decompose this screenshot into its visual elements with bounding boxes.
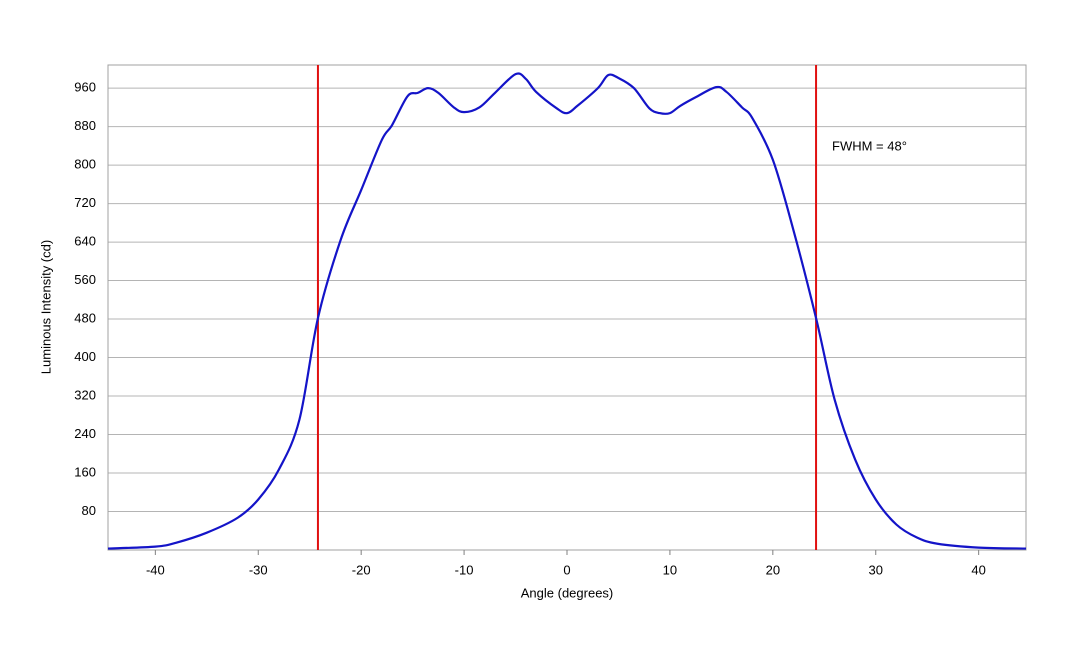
x-tick-label: -20: [352, 562, 371, 577]
y-tick-label: 480: [74, 310, 96, 325]
x-tick-label: -30: [249, 562, 268, 577]
y-tick-label: 800: [74, 157, 96, 172]
annotation: FWHM = 48°: [832, 138, 907, 153]
y-tick-label: 160: [74, 464, 96, 479]
x-axis-label: Angle (degrees): [521, 585, 614, 600]
y-tick-label: 320: [74, 387, 96, 402]
x-tick-label: -40: [146, 562, 165, 577]
y-tick-label: 400: [74, 349, 96, 364]
y-tick-label: 560: [74, 272, 96, 287]
x-tick-label: 30: [869, 562, 883, 577]
data-line: [107, 72, 1027, 550]
y-tick-label: 640: [74, 234, 96, 249]
y-tick-label: 960: [74, 80, 96, 95]
y-tick-label: 80: [82, 503, 96, 518]
x-tick-label: 20: [766, 562, 780, 577]
x-tick-label: 10: [663, 562, 677, 577]
x-tick-label: 0: [563, 562, 570, 577]
x-tick-label: -10: [455, 562, 474, 577]
y-tick-label: 720: [74, 195, 96, 210]
y-axis-label: Luminous Intensity (cd): [38, 240, 53, 374]
x-tick-label: 40: [971, 562, 985, 577]
y-tick-label: 880: [74, 118, 96, 133]
y-tick-label: 240: [74, 426, 96, 441]
